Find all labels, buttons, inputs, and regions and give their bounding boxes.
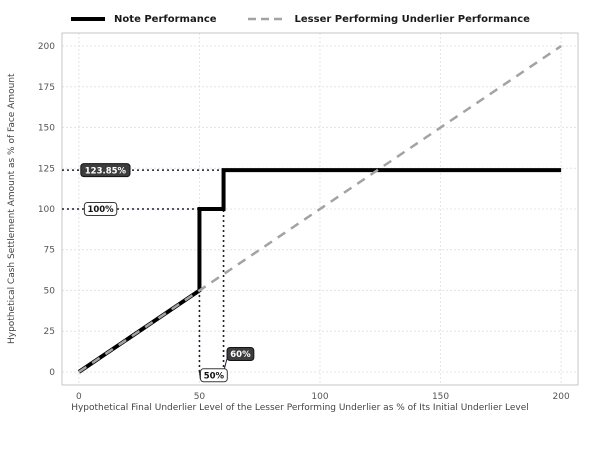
x-axis-label: Hypothetical Final Underlier Level of th… xyxy=(71,403,529,413)
x-tick-label: 100 xyxy=(311,392,328,402)
y-tick-label: 50 xyxy=(44,286,56,296)
y-tick-label: 175 xyxy=(38,83,55,93)
y-tick-label: 150 xyxy=(38,124,55,134)
legend-label-underlier: Lesser Performing Underlier Performance xyxy=(294,13,530,25)
note-line-sample-icon xyxy=(71,17,106,21)
y-tick-label: 0 xyxy=(49,368,55,378)
series-lesser-performing-underlier-performance xyxy=(78,45,562,373)
legend-label-note: Note Performance xyxy=(114,13,217,25)
annotation-label-box xyxy=(226,347,255,362)
x-tick-label: 200 xyxy=(553,392,570,402)
series-note-performance xyxy=(77,168,562,374)
y-tick-label: 75 xyxy=(44,246,55,256)
annotation-label-box xyxy=(200,368,228,383)
legend-item-underlier: Lesser Performing Underlier Performance xyxy=(247,14,530,25)
underlier-line-sample-icon xyxy=(247,17,286,21)
annotation-label-box xyxy=(80,163,131,178)
x-tick-label: 150 xyxy=(432,392,449,402)
x-tick-label: 0 xyxy=(76,392,82,402)
y-tick-label: 200 xyxy=(38,42,55,52)
y-tick-label: 100 xyxy=(38,205,55,215)
annotation-label-box xyxy=(83,202,118,216)
y-tick-label: 125 xyxy=(38,164,55,174)
legend-item-note: Note Performance xyxy=(70,13,217,25)
x-tick-label: 50 xyxy=(194,392,206,402)
annotation-label-text: 123.85% xyxy=(85,166,127,176)
annotation-label-text: 60% xyxy=(230,350,251,360)
annotation-label-text: 50% xyxy=(204,371,225,381)
legend: Note Performance Lesser Performing Under… xyxy=(0,8,600,30)
annotation-label-text: 100% xyxy=(87,205,114,215)
y-axis-label: Hypothetical Cash Settlement Amount as %… xyxy=(7,73,17,345)
y-tick-label: 25 xyxy=(44,327,55,337)
